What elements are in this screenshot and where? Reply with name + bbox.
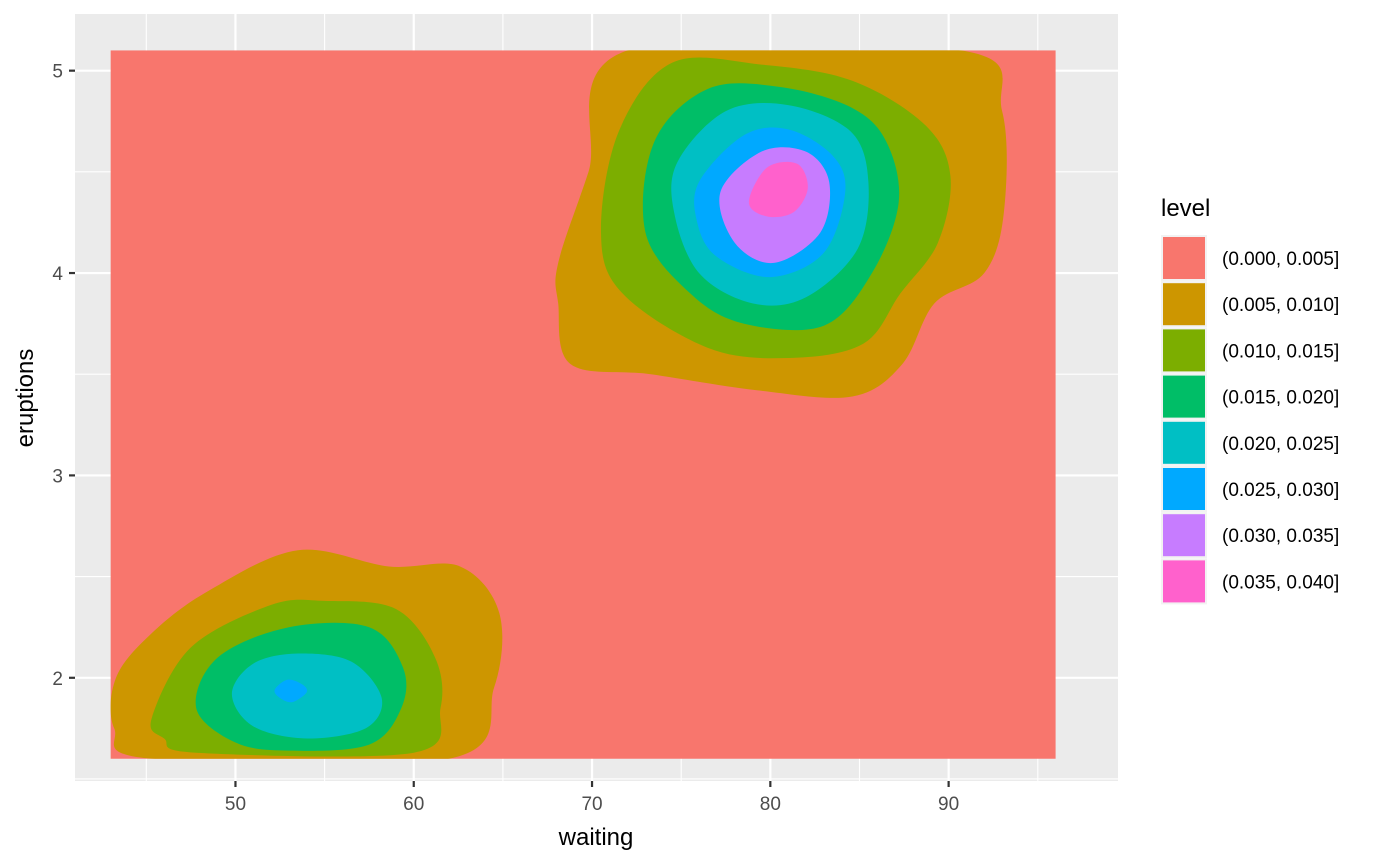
legend-title: level <box>1161 195 1210 222</box>
legend-key <box>1161 466 1207 512</box>
legend-key <box>1161 281 1207 328</box>
legend-key <box>1161 512 1207 559</box>
legend-swatch <box>1163 421 1205 464</box>
contour-regions <box>110 50 1056 759</box>
y-tick-label: 3 <box>52 466 63 487</box>
contour-region-level-4 <box>231 653 383 739</box>
legend-label: (0.015, 0.020] <box>1222 388 1339 409</box>
legend-label: (0.025, 0.030] <box>1222 480 1339 501</box>
legend-swatch <box>1163 514 1205 557</box>
y-axis-title: eruptions <box>12 349 39 448</box>
legend-label: (0.010, 0.015] <box>1222 341 1339 362</box>
legend-key <box>1161 558 1207 605</box>
legend-items: (0.000, 0.005] (0.005, 0.010] (0.010, 0.01… <box>1161 235 1339 605</box>
legend-key <box>1161 419 1207 466</box>
contour-region-level-5 <box>274 679 308 703</box>
legend: level (0.000, 0.005] (0.005, 0.010] (0.010… <box>1161 195 1339 605</box>
legend-key <box>1161 327 1207 374</box>
y-tick-label: 4 <box>52 264 63 285</box>
legend-label: (0.005, 0.010] <box>1222 295 1339 316</box>
legend-swatch <box>1163 237 1205 279</box>
legend-key <box>1161 373 1207 420</box>
x-axis-title: waiting <box>558 824 634 851</box>
legend-swatch <box>1163 329 1205 372</box>
legend-label: (0.030, 0.035] <box>1222 526 1339 547</box>
legend-swatch <box>1163 375 1205 418</box>
legend-key <box>1161 235 1207 281</box>
legend-swatch <box>1163 560 1205 603</box>
legend-label: (0.000, 0.005] <box>1222 249 1339 270</box>
x-tick-label: 50 <box>225 794 246 815</box>
legend-label: (0.035, 0.040] <box>1222 572 1339 593</box>
y-tick-label: 5 <box>52 62 63 83</box>
legend-label: (0.020, 0.025] <box>1222 434 1339 455</box>
y-tick-label: 2 <box>52 669 63 690</box>
x-axis: 50 60 70 80 90 <box>225 781 959 815</box>
x-tick-label: 60 <box>403 794 424 815</box>
x-tick-label: 70 <box>581 794 602 815</box>
legend-swatch <box>1163 283 1205 326</box>
x-tick-label: 90 <box>938 794 959 815</box>
contour-region-level-7 <box>748 161 808 218</box>
x-tick-label: 80 <box>760 794 781 815</box>
legend-swatch <box>1163 468 1205 510</box>
y-axis: 2 3 4 5 <box>52 62 75 690</box>
